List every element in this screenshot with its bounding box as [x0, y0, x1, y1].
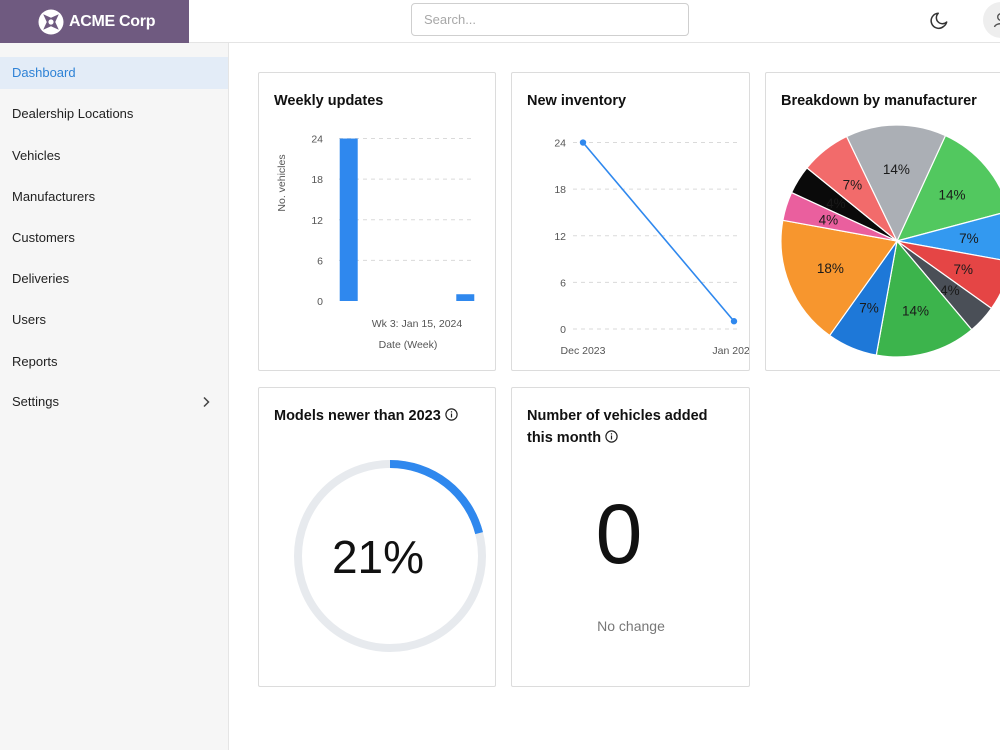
user-icon [993, 13, 1000, 28]
x-tick-label: Wk 3: Jan 15, 2024 [372, 318, 463, 330]
sidebar-item-dashboard[interactable]: Dashboard [0, 57, 228, 89]
slice-label: 14% [902, 303, 929, 318]
slice-label: 14% [938, 188, 965, 203]
data-point [730, 318, 738, 325]
slice-label: 7% [843, 178, 863, 193]
sidebar-item-users[interactable]: Users [12, 312, 46, 327]
y-tick-label: 18 [554, 184, 566, 196]
pie-slice [845, 124, 947, 243]
weekly-updates-chart: 0 6 12 18 24 No. vehicles Wk 3: Jan 15, 2024 Da… [276, 134, 475, 351]
sidebar-item-manufacturers[interactable]: Manufacturers [12, 189, 96, 204]
sidebar-item-deliveries[interactable]: Deliveries [12, 271, 70, 286]
series-line [582, 142, 735, 322]
gear-shuriken-icon [38, 9, 64, 34]
slice-label: 7% [954, 262, 974, 277]
sidebar-item-reports[interactable]: Reports [12, 354, 58, 369]
models-newer-card: Models newer than 2023 21% [258, 387, 496, 687]
card-title: New inventory [527, 93, 627, 109]
card-title: Models newer than 2023 [274, 405, 458, 427]
card-title: Breakdown by manufacturer [781, 93, 977, 109]
card-title-text: Number of vehicles added this month [527, 408, 708, 446]
bar [339, 138, 358, 301]
brand-logo[interactable]: ACME Corp [0, 0, 189, 43]
slice-label: 4% [940, 283, 960, 298]
new-inventory-card: New inventory 0 6 12 18 24 Dec 2023 Jan 2024 [511, 72, 750, 371]
change-indicator: No change [597, 618, 665, 634]
y-tick-label: 12 [311, 215, 323, 227]
top-bar: ACME Corp [0, 0, 1000, 43]
vehicles-added-value: 0 [595, 487, 643, 581]
breakdown-card: Breakdown by manufacturer 14% 7% 7% 4% 14% 7%… [765, 72, 1000, 371]
sidebar: Dashboard Dealership Locations Vehicles … [0, 43, 229, 750]
pie-slice [895, 134, 1000, 242]
x-tick-label: Dec 2023 [561, 345, 606, 357]
moon-icon[interactable] [928, 8, 952, 32]
slice-label: 4% [819, 212, 839, 227]
progress-fill [389, 460, 483, 535]
chevron-right-icon [203, 396, 210, 408]
pie-slice [875, 239, 973, 358]
sidebar-item-settings[interactable]: Settings [0, 386, 228, 418]
brand-name: ACME Corp [69, 12, 156, 30]
user-avatar-button[interactable] [983, 2, 1000, 38]
y-tick-label: 6 [560, 277, 566, 289]
card-title: Weekly updates [274, 93, 384, 109]
info-icon[interactable] [445, 408, 458, 421]
info-icon[interactable] [605, 430, 618, 443]
card-title: Number of vehicles added this month [527, 405, 737, 449]
y-tick-label: 18 [311, 174, 323, 186]
manufacturer-pie-chart: 14%7%7%4%14%7%18%4%4%7%14% [780, 124, 1000, 358]
sidebar-item-customers[interactable]: Customers [12, 230, 75, 245]
x-axis-label: Date (Week) [379, 339, 438, 351]
percentage-value: 21% [331, 531, 425, 583]
slice-label: 7% [959, 231, 979, 246]
sidebar-item-vehicles[interactable]: Vehicles [12, 148, 61, 163]
x-tick-label: Jan 2024 [712, 345, 750, 357]
vehicles-added-card: Number of vehicles added this month 0 No… [511, 387, 750, 687]
pie-slice [780, 219, 899, 337]
sidebar-item-dealership-locations[interactable]: Dealership Locations [12, 106, 134, 121]
slice-label: 14% [883, 162, 910, 177]
y-tick-label: 24 [554, 138, 566, 150]
y-tick-label: 24 [311, 134, 323, 146]
bar [456, 294, 475, 301]
data-point [579, 139, 587, 146]
new-inventory-chart: 0 6 12 18 24 Dec 2023 Jan 2024 [554, 138, 750, 357]
slice-label: 4% [826, 196, 846, 211]
search-input[interactable] [411, 3, 689, 36]
y-tick-label: 12 [554, 231, 566, 243]
y-axis-label: No. vehicles [276, 154, 288, 211]
progress-ring [294, 460, 486, 652]
card-title-text: Models newer than 2023 [274, 408, 441, 424]
sidebar-item-label: Settings [12, 394, 59, 409]
y-tick-label: 6 [317, 255, 323, 267]
slice-label: 18% [817, 261, 844, 276]
y-tick-label: 0 [317, 296, 323, 308]
pie-slice [896, 212, 1000, 261]
slice-label: 7% [859, 300, 879, 315]
weekly-updates-card: Weekly updates 0 6 12 18 24 No. vehicles Wk 3:… [258, 72, 496, 371]
y-tick-label: 0 [560, 324, 566, 336]
